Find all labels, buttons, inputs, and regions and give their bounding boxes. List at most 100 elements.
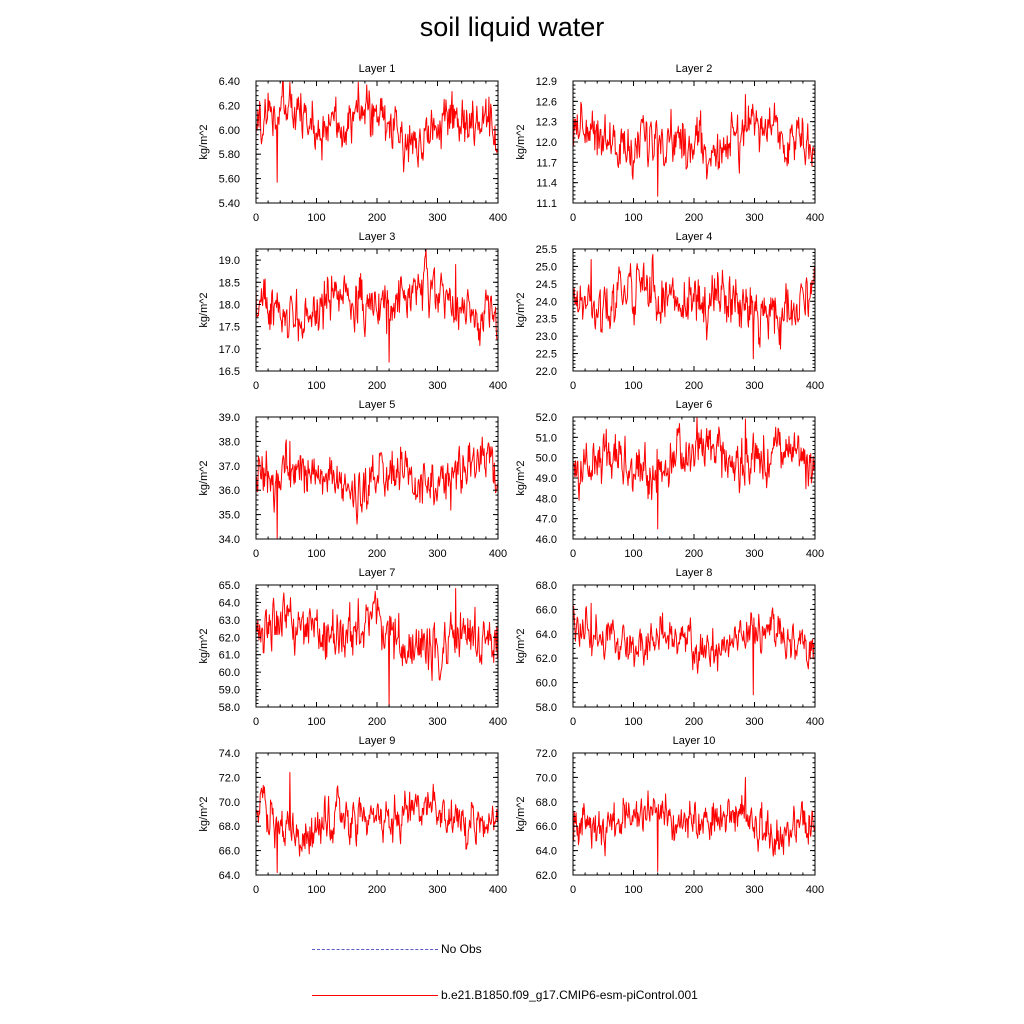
y-tick-label: 24.5 bbox=[536, 279, 557, 291]
x-tick-label: 300 bbox=[745, 212, 763, 224]
x-tick-label: 0 bbox=[570, 380, 576, 392]
x-tick-label: 200 bbox=[368, 884, 386, 896]
y-tick-label: 12.6 bbox=[536, 96, 557, 108]
x-tick-label: 0 bbox=[253, 716, 259, 728]
y-tick-label: 62.0 bbox=[536, 870, 557, 882]
x-tick-label: 100 bbox=[624, 548, 642, 560]
x-tick-label: 400 bbox=[806, 212, 824, 224]
y-tick-label: 68.0 bbox=[219, 821, 240, 833]
panel-layer-2: Layer 2 kg/m^2 0 100 200 300 400 11.1 11.4 11.7 12… bbox=[515, 63, 824, 224]
y-tick-label: 60.0 bbox=[536, 678, 557, 690]
y-tick-label: 25.0 bbox=[536, 261, 557, 273]
panel-title: Layer 9 bbox=[359, 735, 396, 747]
y-axis-label: kg/m^2 bbox=[515, 628, 527, 663]
x-tick-label: 0 bbox=[570, 716, 576, 728]
y-tick-label: 64.0 bbox=[536, 629, 557, 641]
y-tick-label: 11.1 bbox=[536, 198, 557, 210]
y-tick-label: 23.5 bbox=[536, 314, 557, 326]
panel-layer-3: Layer 3 kg/m^2 0 100 200 300 400 16.5 17.0 17.5 18… bbox=[198, 231, 507, 392]
y-tick-label: 59.0 bbox=[219, 685, 240, 697]
x-tick-label: 300 bbox=[428, 716, 446, 728]
y-tick-label: 5.80 bbox=[219, 149, 240, 161]
panel-layer-9: Layer 9 kg/m^2 0 100 200 300 400 64.0 66.0 68.0 70… bbox=[198, 735, 507, 896]
y-tick-label: 68.0 bbox=[536, 797, 557, 809]
x-tick-label: 0 bbox=[253, 212, 259, 224]
legend-label-obs: No Obs bbox=[441, 942, 482, 956]
x-tick-label: 400 bbox=[489, 380, 507, 392]
panel-layer-10: Layer 10 kg/m^2 0 100 200 300 400 62.0 64.0 66.0 6… bbox=[515, 735, 824, 896]
y-tick-label: 34.0 bbox=[219, 534, 240, 546]
y-tick-label: 62.0 bbox=[536, 653, 557, 665]
x-tick-label: 0 bbox=[570, 212, 576, 224]
series-line bbox=[572, 416, 815, 530]
x-tick-label: 200 bbox=[368, 548, 386, 560]
y-tick-label: 22.5 bbox=[536, 349, 557, 361]
x-tick-label: 100 bbox=[307, 380, 325, 392]
x-tick-label: 200 bbox=[685, 548, 703, 560]
figure-title: soil liquid water bbox=[419, 12, 605, 42]
y-tick-label: 46.0 bbox=[536, 534, 557, 546]
panel-title: Layer 6 bbox=[676, 399, 713, 411]
y-tick-label: 18.5 bbox=[219, 277, 240, 289]
series-line bbox=[255, 248, 498, 363]
y-tick-label: 6.00 bbox=[219, 125, 240, 137]
y-tick-label: 11.7 bbox=[536, 157, 557, 169]
x-tick-label: 0 bbox=[253, 884, 259, 896]
y-tick-label: 24.0 bbox=[536, 296, 557, 308]
panel-title: Layer 2 bbox=[676, 63, 713, 75]
y-tick-label: 70.0 bbox=[536, 772, 557, 784]
panel-layer-8: Layer 8 kg/m^2 0 100 200 300 400 58.0 60.0 62.0 64… bbox=[515, 567, 824, 728]
y-tick-label: 74.0 bbox=[219, 748, 240, 760]
x-tick-label: 100 bbox=[307, 716, 325, 728]
y-axis-label: kg/m^2 bbox=[515, 796, 527, 831]
x-tick-label: 400 bbox=[489, 548, 507, 560]
y-axis-label: kg/m^2 bbox=[198, 124, 210, 159]
x-tick-label: 100 bbox=[307, 884, 325, 896]
y-axis-label: kg/m^2 bbox=[198, 460, 210, 495]
y-tick-label: 6.40 bbox=[219, 76, 240, 88]
y-tick-label: 61.0 bbox=[219, 650, 240, 662]
y-tick-label: 16.5 bbox=[219, 366, 240, 378]
x-tick-label: 200 bbox=[368, 380, 386, 392]
x-tick-label: 0 bbox=[570, 884, 576, 896]
x-tick-label: 400 bbox=[806, 380, 824, 392]
x-tick-label: 200 bbox=[685, 884, 703, 896]
x-tick-label: 100 bbox=[624, 380, 642, 392]
y-tick-label: 58.0 bbox=[219, 702, 240, 714]
y-axis-label: kg/m^2 bbox=[515, 292, 527, 327]
y-tick-label: 50.0 bbox=[536, 453, 557, 465]
y-tick-label: 51.0 bbox=[536, 432, 557, 444]
series-line bbox=[255, 80, 498, 183]
y-tick-label: 25.5 bbox=[536, 244, 557, 256]
panel-layer-6: Layer 6 kg/m^2 0 100 200 300 400 46.0 47.0 48.0 49… bbox=[515, 399, 824, 560]
series-line bbox=[572, 776, 815, 872]
x-tick-label: 200 bbox=[368, 212, 386, 224]
series-line bbox=[255, 587, 498, 708]
y-tick-label: 65.0 bbox=[219, 580, 240, 592]
series-line bbox=[572, 94, 815, 197]
y-tick-label: 66.0 bbox=[536, 821, 557, 833]
x-tick-label: 300 bbox=[428, 548, 446, 560]
series-line bbox=[255, 436, 498, 540]
y-tick-label: 12.3 bbox=[536, 117, 557, 129]
panel-title: Layer 8 bbox=[676, 567, 713, 579]
y-tick-label: 66.0 bbox=[536, 604, 557, 616]
x-tick-label: 300 bbox=[428, 380, 446, 392]
x-tick-label: 100 bbox=[307, 212, 325, 224]
x-tick-label: 300 bbox=[745, 380, 763, 392]
y-tick-label: 47.0 bbox=[536, 514, 557, 526]
panel-layer-7: Layer 7 kg/m^2 0 100 200 300 400 58.0 59.0 60.0 61… bbox=[198, 567, 507, 728]
y-tick-label: 38.0 bbox=[219, 436, 240, 448]
y-tick-label: 36.0 bbox=[219, 485, 240, 497]
x-tick-label: 200 bbox=[685, 380, 703, 392]
x-tick-label: 100 bbox=[307, 548, 325, 560]
x-tick-label: 300 bbox=[745, 548, 763, 560]
x-tick-label: 0 bbox=[253, 380, 259, 392]
x-tick-label: 400 bbox=[806, 884, 824, 896]
legend-label-model: b.e21.B1850.f09_g17.CMIP6-esm-piControl.… bbox=[441, 988, 698, 1002]
y-tick-label: 49.0 bbox=[536, 473, 557, 485]
y-tick-label: 37.0 bbox=[219, 461, 240, 473]
y-tick-label: 63.0 bbox=[219, 615, 240, 627]
series-line bbox=[255, 772, 498, 874]
series-line bbox=[572, 253, 815, 360]
